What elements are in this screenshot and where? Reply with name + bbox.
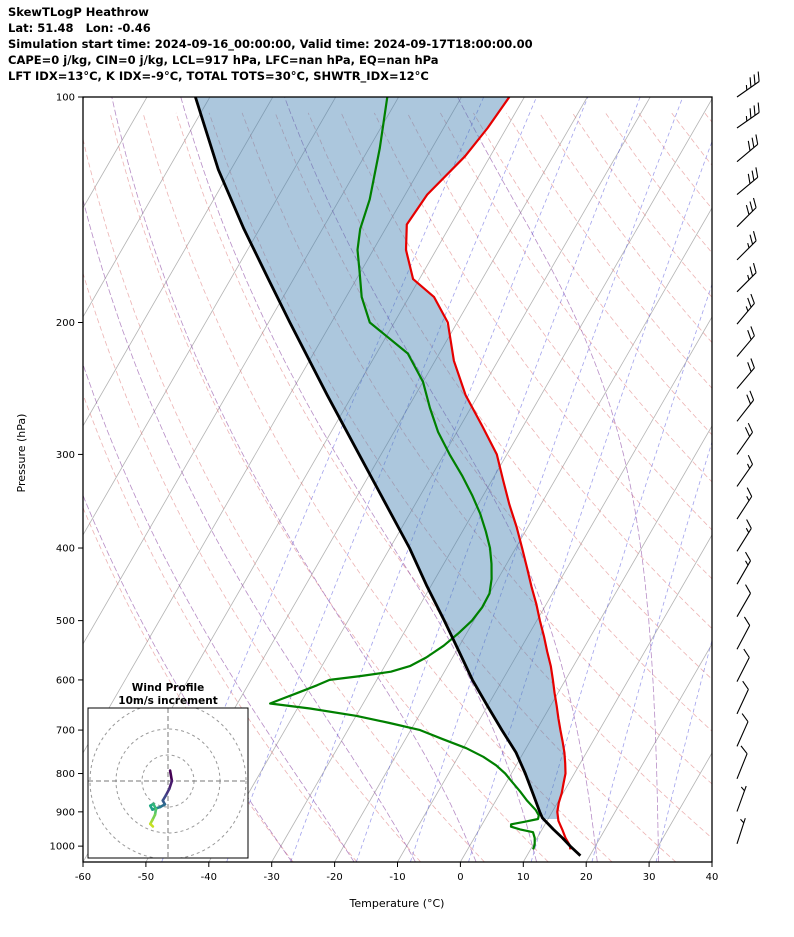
wind-barb xyxy=(736,584,751,617)
wind-barb xyxy=(736,454,753,487)
svg-text:-50: -50 xyxy=(138,872,154,883)
wind-barb xyxy=(736,134,759,163)
svg-text:200: 200 xyxy=(56,318,75,329)
wind-barb xyxy=(736,487,753,520)
pressure-tick-labels: 100 200 300 400 500 600 700 800 900 1000 xyxy=(50,93,83,853)
svg-text:30: 30 xyxy=(643,872,656,883)
hodograph-title: Wind Profile xyxy=(132,682,204,694)
svg-text:1000: 1000 xyxy=(50,842,75,853)
hodograph-subtitle: 10m/s increment xyxy=(118,695,217,707)
wind-barb xyxy=(736,422,753,455)
wind-barb xyxy=(736,616,751,650)
wind-barb xyxy=(736,551,751,585)
wind-barb xyxy=(736,262,757,293)
svg-text:40: 40 xyxy=(706,872,719,883)
wind-barb xyxy=(736,102,760,129)
temperature-tick-labels: -60 -50 -40 -30 -20 -10 0 10 20 30 40 xyxy=(75,862,719,883)
svg-text:600: 600 xyxy=(56,675,75,686)
svg-text:-40: -40 xyxy=(201,872,217,883)
wind-barb xyxy=(736,818,746,844)
svg-text:100: 100 xyxy=(56,93,75,104)
wind-barb xyxy=(736,326,755,357)
wind-barb xyxy=(736,71,760,98)
wind-barb xyxy=(736,680,749,715)
svg-text:700: 700 xyxy=(56,726,75,737)
svg-text:300: 300 xyxy=(56,450,75,461)
dewpoint-curve xyxy=(269,97,540,850)
moist-adiabat-lines xyxy=(83,97,659,862)
negative-area-shading xyxy=(195,97,566,819)
hodograph-rings xyxy=(88,708,248,858)
svg-text:900: 900 xyxy=(56,807,75,818)
wind-barb xyxy=(736,358,755,389)
wind-barb xyxy=(736,648,750,682)
svg-text:-20: -20 xyxy=(326,872,342,883)
svg-text:800: 800 xyxy=(56,769,75,780)
svg-text:10: 10 xyxy=(517,872,530,883)
x-axis-label: Temperature (°C) xyxy=(349,897,445,910)
hodograph-inset xyxy=(87,707,249,859)
svg-text:400: 400 xyxy=(56,544,75,555)
wind-barb-column xyxy=(736,71,760,844)
wind-barb xyxy=(736,713,749,747)
svg-text:500: 500 xyxy=(56,616,75,627)
sounding-profiles xyxy=(194,97,582,857)
hodograph-border xyxy=(87,707,249,859)
time-line: Simulation start time: 2024-09-16_00:00:… xyxy=(8,37,533,51)
parcel-curve xyxy=(194,97,582,857)
wind-barb xyxy=(736,231,757,261)
svg-text:20: 20 xyxy=(580,872,593,883)
svg-text:-60: -60 xyxy=(75,872,91,883)
wind-barb xyxy=(736,745,748,780)
wind-barb xyxy=(736,197,757,228)
indices-line-2: LFT IDX=13°C, K IDX=-9°C, TOTAL TOTS=30°… xyxy=(8,69,429,83)
wind-barb xyxy=(736,785,747,812)
wind-barb xyxy=(736,167,759,196)
wind-barb xyxy=(736,293,755,325)
indices-line-1: CAPE=0 j/kg, CIN=0 j/kg, LCL=917 hPa, LF… xyxy=(8,53,439,67)
svg-text:0: 0 xyxy=(457,872,463,883)
figure-title: SkewTLogP Heathrow xyxy=(8,5,149,19)
wind-barb xyxy=(736,519,752,552)
background-lines xyxy=(83,97,712,862)
hodograph-trace xyxy=(149,769,174,828)
svg-text:-10: -10 xyxy=(389,872,405,883)
temperature-curve xyxy=(404,97,572,850)
location-line: Lat: 51.48 Lon: -0.46 xyxy=(8,21,151,35)
wind-barb xyxy=(736,390,755,422)
y-axis-label: Pressure (hPa) xyxy=(15,414,28,493)
svg-text:-30: -30 xyxy=(264,872,280,883)
